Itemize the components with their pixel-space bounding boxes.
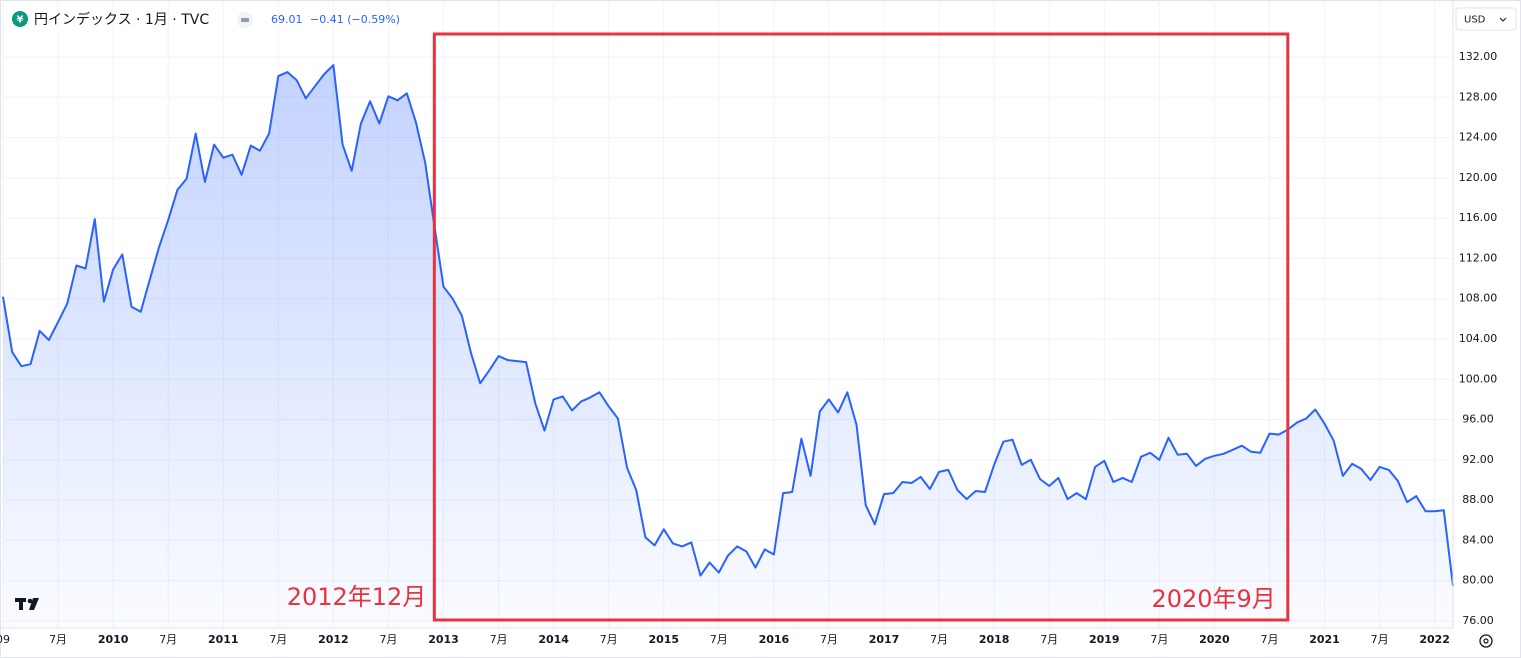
x-tick-label: 7月 [820, 633, 838, 646]
price-change: −0.41 (−0.59%) [310, 13, 400, 26]
x-tick-label: 7月 [1371, 633, 1389, 646]
settings-button[interactable] [1479, 634, 1493, 648]
y-tick-label: 88.00 [1462, 493, 1494, 506]
x-tick-label: 7月 [379, 633, 397, 646]
y-tick-label: 84.00 [1462, 533, 1494, 546]
y-tick-label: 120.00 [1459, 171, 1498, 184]
x-tick-label: 2019 [1089, 633, 1120, 646]
x-tick-label: 7月 [1260, 633, 1278, 646]
y-tick-label: 132.00 [1459, 50, 1498, 63]
x-tick-label: 7月 [600, 633, 618, 646]
x-tick-label: 7月 [930, 633, 948, 646]
y-tick-label: 96.00 [1462, 413, 1494, 426]
y-tick-label: 112.00 [1459, 251, 1498, 264]
y-tick-label: 108.00 [1459, 292, 1498, 305]
x-tick-label: 2010 [98, 633, 129, 646]
x-tick-label: 7月 [490, 633, 508, 646]
x-tick-label: 2014 [538, 633, 569, 646]
currency: USD [1464, 15, 1486, 26]
x-tick-label: 7月 [1150, 633, 1168, 646]
x-tick-label: 2020 [1199, 633, 1230, 646]
x-tick-label: 2013 [428, 633, 459, 646]
x-tick-label: 7月 [1040, 633, 1058, 646]
last-price: 69.01 [271, 13, 303, 26]
x-tick-label: 2012 [318, 633, 349, 646]
x-tick-label: 7月 [710, 633, 728, 646]
x-tick-label: 7月 [49, 633, 67, 646]
symbol-icon [12, 11, 28, 27]
y-tick-label: 80.00 [1462, 574, 1494, 587]
x-tick-label: 2011 [208, 633, 239, 646]
symbol-title[interactable]: 円インデックス · 1月 · TVC [34, 11, 209, 28]
highlight-box [432, 32, 1290, 622]
x-tick-label: 2018 [979, 633, 1010, 646]
highlight-start-label: 2012年12月 [287, 583, 427, 611]
y-tick-label: 128.00 [1459, 90, 1498, 103]
x-tick-label: 09 [0, 633, 10, 646]
market-status-icon [241, 18, 249, 22]
price-line [2, 64, 1454, 586]
y-tick-label: 104.00 [1459, 332, 1498, 345]
logo [15, 598, 39, 610]
x-tick-label: 7月 [269, 633, 287, 646]
area-fill [3, 65, 1453, 629]
y-tick-label: 76.00 [1462, 614, 1494, 627]
x-tick-label: 2016 [759, 633, 790, 646]
x-tick-label: 2022 [1419, 633, 1450, 646]
dropdown-arrow [1499, 17, 1507, 22]
y-tick-label: 100.00 [1459, 372, 1498, 385]
x-tick-label: 2017 [869, 633, 900, 646]
y-tick-label: 124.00 [1459, 131, 1498, 144]
y-tick-label: 92.00 [1462, 453, 1494, 466]
yen-icon: ¥ [17, 15, 24, 26]
x-tick-label: 2015 [648, 633, 679, 646]
x-tick-label: 2021 [1309, 633, 1340, 646]
y-tick-label: 116.00 [1459, 211, 1498, 224]
x-tick-label: 7月 [159, 633, 177, 646]
currency-button[interactable] [1455, 7, 1517, 31]
highlight-end-label: 2020年9月 [1151, 585, 1275, 613]
